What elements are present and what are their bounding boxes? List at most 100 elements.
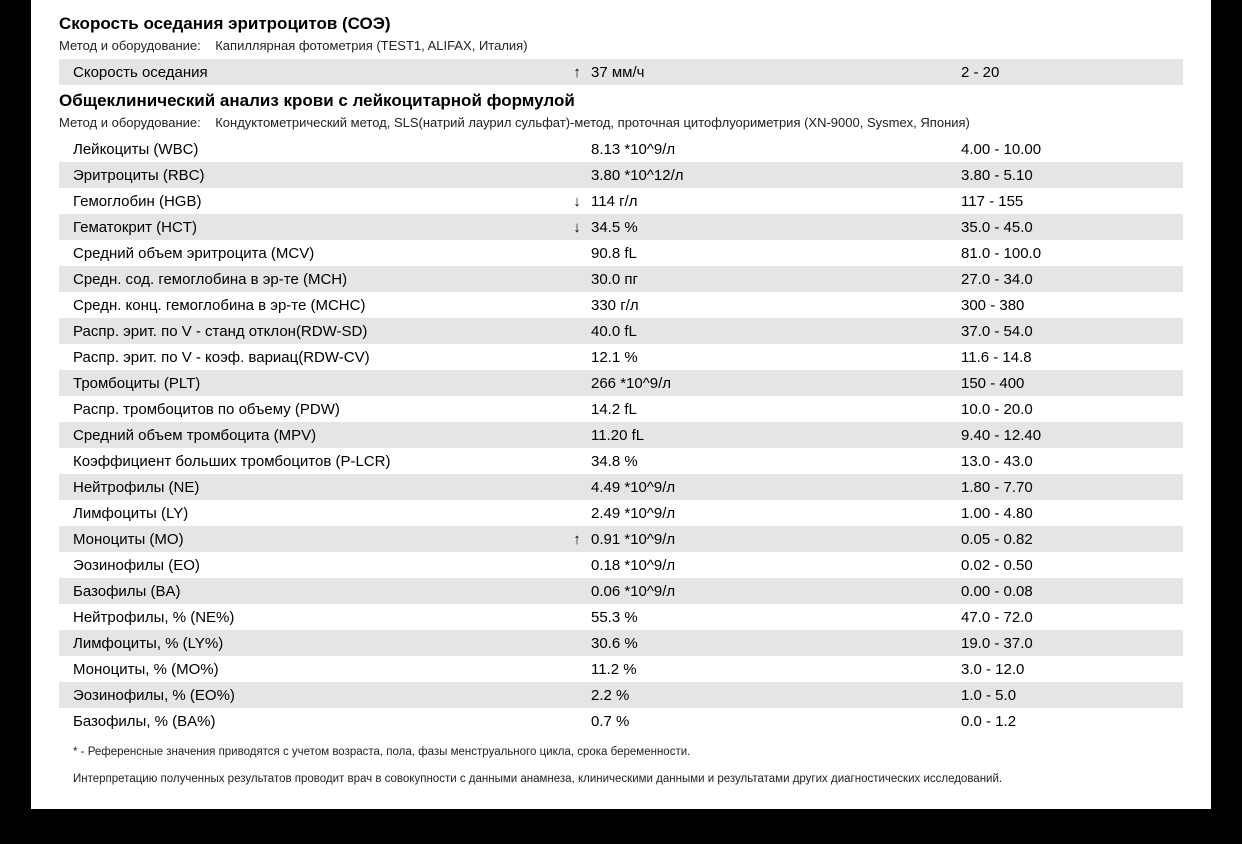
- method-line: Метод и оборудование: Капиллярная фотоме…: [59, 38, 1183, 53]
- param-name: Моноциты (MO): [73, 531, 563, 548]
- param-value: 34.8 %: [591, 453, 961, 470]
- param-name: Распр. эрит. по V - коэф. вариац(RDW-CV): [73, 349, 563, 366]
- section-rows: Лейкоциты (WBC)8.13 *10^9/л4.00 - 10.00Э…: [59, 136, 1183, 734]
- param-name: Гемоглобин (HGB): [73, 193, 563, 210]
- param-value: 330 г/л: [591, 297, 961, 314]
- ref-range: 117 - 155: [961, 193, 1183, 210]
- param-name: Распр. эрит. по V - станд отклон(RDW-SD): [73, 323, 563, 340]
- param-value: 4.49 *10^9/л: [591, 479, 961, 496]
- param-name: Эозинофилы, % (EO%): [73, 687, 563, 704]
- ref-range: 47.0 - 72.0: [961, 609, 1183, 626]
- ref-range: 81.0 - 100.0: [961, 245, 1183, 262]
- param-name: Тромбоциты (PLT): [73, 375, 563, 392]
- section-title: Скорость оседания эритроцитов (СОЭ): [59, 14, 1183, 34]
- param-name: Гематокрит (HCT): [73, 219, 563, 236]
- ref-range: 13.0 - 43.0: [961, 453, 1183, 470]
- table-row: Тромбоциты (PLT)266 *10^9/л150 - 400: [59, 370, 1183, 396]
- param-value: 0.06 *10^9/л: [591, 583, 961, 600]
- footnote: * - Референсные значения приводятся с уч…: [59, 744, 1183, 761]
- ref-range: 9.40 - 12.40: [961, 427, 1183, 444]
- param-name: Лейкоциты (WBC): [73, 141, 563, 158]
- ref-range: 3.80 - 5.10: [961, 167, 1183, 184]
- param-value: 14.2 fL: [591, 401, 961, 418]
- arrow-icon: ↑: [563, 64, 591, 81]
- table-row: Моноциты (MO)↑0.91 *10^9/л0.05 - 0.82: [59, 526, 1183, 552]
- param-name: Нейтрофилы, % (NE%): [73, 609, 563, 626]
- method-line: Метод и оборудование: Кондуктометрически…: [59, 115, 1183, 130]
- ref-range: 19.0 - 37.0: [961, 635, 1183, 652]
- table-row: Базофилы (BA)0.06 *10^9/л0.00 - 0.08: [59, 578, 1183, 604]
- table-row: Средн. конц. гемоглобина в эр-те (MCHC) 3…: [59, 292, 1183, 318]
- param-value: 2.2 %: [591, 687, 961, 704]
- ref-range: 2 - 20: [961, 64, 1183, 81]
- table-row: Гематокрит (HCT)↓34.5 %35.0 - 45.0: [59, 214, 1183, 240]
- table-row: Лимфоциты (LY)2.49 *10^9/л1.00 - 4.80: [59, 500, 1183, 526]
- ref-range: 1.80 - 7.70: [961, 479, 1183, 496]
- footnote: Интерпретацию полученных результатов про…: [59, 771, 1183, 788]
- param-name: Коэффициент больших тромбоцитов (P-LCR): [73, 453, 563, 470]
- param-name: Базофилы, % (BA%): [73, 713, 563, 730]
- table-row: Распр. эрит. по V - станд отклон(RDW-SD)…: [59, 318, 1183, 344]
- section-esr: Скорость оседания эритроцитов (СОЭ) Мето…: [59, 14, 1183, 85]
- param-value: 114 г/л: [591, 193, 961, 210]
- param-value: 30.0 пг: [591, 271, 961, 288]
- param-value: 34.5 %: [591, 219, 961, 236]
- ref-range: 11.6 - 14.8: [961, 349, 1183, 366]
- param-name: Моноциты, % (MO%): [73, 661, 563, 678]
- param-name: Нейтрофилы (NE): [73, 479, 563, 496]
- section-cbc: Общеклинический анализ крови с лейкоцита…: [59, 91, 1183, 734]
- section-title: Общеклинический анализ крови с лейкоцита…: [59, 91, 1183, 111]
- table-row: Моноциты, % (MO%) 11.2 %3.0 - 12.0: [59, 656, 1183, 682]
- ref-range: 300 - 380: [961, 297, 1183, 314]
- param-value: 0.91 *10^9/л: [591, 531, 961, 548]
- table-row: Средн. сод. гемоглобина в эр-те (MCH) 30.…: [59, 266, 1183, 292]
- table-row: Эозинофилы (EO) 0.18 *10^9/л0.02 - 0.50: [59, 552, 1183, 578]
- param-name: Средн. сод. гемоглобина в эр-те (MCH): [73, 271, 563, 288]
- param-value: 0.7 %: [591, 713, 961, 730]
- table-row: Распр. эрит. по V - коэф. вариац(RDW-CV)…: [59, 344, 1183, 370]
- table-row: Эритроциты (RBC) 3.80 *10^12/л3.80 - 5.10: [59, 162, 1183, 188]
- ref-range: 3.0 - 12.0: [961, 661, 1183, 678]
- lab-report-page: Скорость оседания эритроцитов (СОЭ) Мето…: [31, 0, 1211, 809]
- method-value: Кондуктометрический метод, SLS(натрий ла…: [215, 115, 970, 130]
- ref-range: 0.02 - 0.50: [961, 557, 1183, 574]
- param-value: 30.6 %: [591, 635, 961, 652]
- param-name: Лимфоциты (LY): [73, 505, 563, 522]
- param-value: 55.3 %: [591, 609, 961, 626]
- param-name: Средн. конц. гемоглобина в эр-те (MCHC): [73, 297, 563, 314]
- table-row: Лимфоциты, % (LY%) 30.6 %19.0 - 37.0: [59, 630, 1183, 656]
- param-value: 37 мм/ч: [591, 64, 961, 81]
- ref-range: 10.0 - 20.0: [961, 401, 1183, 418]
- ref-range: 37.0 - 54.0: [961, 323, 1183, 340]
- param-name: Скорость оседания: [73, 64, 563, 81]
- arrow-icon: ↑: [563, 531, 591, 548]
- ref-range: 27.0 - 34.0: [961, 271, 1183, 288]
- param-value: 90.8 fL: [591, 245, 961, 262]
- table-row: Распр. тромбоцитов по объему (PDW)14.2 f…: [59, 396, 1183, 422]
- ref-range: 1.00 - 4.80: [961, 505, 1183, 522]
- param-value: 3.80 *10^12/л: [591, 167, 961, 184]
- table-row: Средний объем тромбоцита (MPV) 11.20 fL9.…: [59, 422, 1183, 448]
- param-name: Средний объем тромбоцита (MPV): [73, 427, 563, 444]
- arrow-icon: ↓: [563, 219, 591, 236]
- ref-range: 150 - 400: [961, 375, 1183, 392]
- arrow-icon: ↓: [563, 193, 591, 210]
- param-value: 0.18 *10^9/л: [591, 557, 961, 574]
- param-name: Базофилы (BA): [73, 583, 563, 600]
- section-rows: Скорость оседания ↑ 37 мм/ч 2 - 20: [59, 59, 1183, 85]
- ref-range: 0.0 - 1.2: [961, 713, 1183, 730]
- param-value: 12.1 %: [591, 349, 961, 366]
- param-value: 8.13 *10^9/л: [591, 141, 961, 158]
- param-name: Эритроциты (RBC): [73, 167, 563, 184]
- ref-range: 35.0 - 45.0: [961, 219, 1183, 236]
- table-row: Эозинофилы, % (EO%) 2.2 %1.0 - 5.0: [59, 682, 1183, 708]
- param-value: 11.2 %: [591, 661, 961, 678]
- param-value: 11.20 fL: [591, 427, 961, 444]
- param-name: Лимфоциты, % (LY%): [73, 635, 563, 652]
- param-value: 40.0 fL: [591, 323, 961, 340]
- table-row: Нейтрофилы, % (NE%) 55.3 %47.0 - 72.0: [59, 604, 1183, 630]
- method-label: Метод и оборудование:: [59, 115, 201, 130]
- param-name: Эозинофилы (EO): [73, 557, 563, 574]
- table-row: Скорость оседания ↑ 37 мм/ч 2 - 20: [59, 59, 1183, 85]
- ref-range: 1.0 - 5.0: [961, 687, 1183, 704]
